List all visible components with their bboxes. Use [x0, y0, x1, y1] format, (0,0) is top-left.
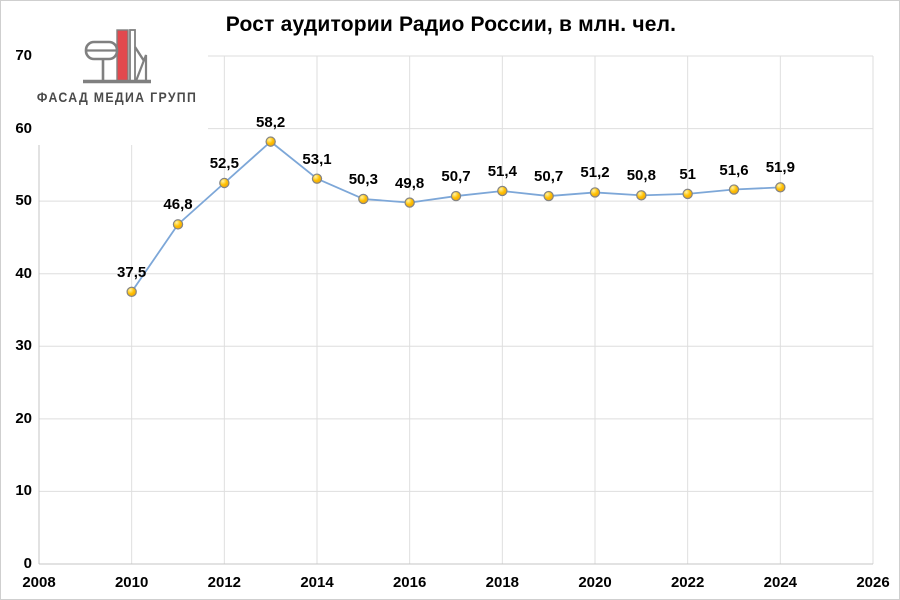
y-tick-label: 10: [15, 482, 32, 500]
x-tick-label: 2020: [578, 574, 612, 591]
data-point-2024: [775, 182, 786, 193]
data-point-2017: [450, 190, 462, 202]
data-point-2020: [589, 187, 601, 198]
data-label-2015: 50,3: [348, 170, 378, 188]
data-label-2012: 52,5: [209, 155, 239, 172]
y-tick-label: 0: [23, 555, 32, 572]
data-point-2019: [543, 190, 554, 202]
logo: ФАСАД МЕДИА ГРУПП: [26, 5, 208, 145]
data-label-2011: 46,8: [163, 196, 193, 214]
data-label-2020: 51,2: [580, 164, 610, 182]
x-tick-label: 2012: [207, 574, 242, 591]
y-tick-label: 60: [15, 119, 32, 137]
data-point-2010: [126, 286, 137, 298]
data-label-2016: 49,8: [395, 174, 425, 192]
data-point-2014: [311, 173, 323, 184]
logo-text: ФАСАД МЕДИА ГРУПП: [36, 89, 198, 105]
x-tick-label: 2008: [22, 574, 56, 591]
data-point-2016: [404, 197, 415, 208]
y-tick-label: 40: [15, 264, 32, 282]
x-tick-label: 2024: [763, 574, 798, 591]
data-label-2018: 51,4: [487, 162, 517, 180]
logo-mark-icon: [83, 29, 151, 84]
data-label-2019: 50,7: [534, 168, 564, 186]
data-label-2013: 58,2: [256, 113, 286, 131]
data-label-2024: 51,9: [765, 159, 795, 177]
data-label-2023: 51,6: [719, 161, 749, 179]
data-point-2013: [265, 136, 276, 147]
x-tick-label: 2026: [856, 574, 890, 591]
x-tick-label: 2010: [114, 574, 149, 591]
data-point-2021: [636, 190, 647, 201]
data-point-2011: [172, 219, 184, 230]
data-point-2022: [682, 188, 693, 200]
x-tick-label: 2014: [300, 574, 334, 591]
data-label-2021: 50,8: [626, 167, 656, 185]
data-label-2010: 37,5: [117, 263, 147, 281]
x-tick-label: 2022: [670, 574, 705, 591]
y-tick-label: 30: [15, 337, 32, 355]
data-point-2018: [497, 185, 508, 197]
data-label-2014: 53,1: [302, 150, 332, 168]
x-tick-label: 2016: [392, 574, 427, 591]
data-label-2022: 51: [679, 165, 696, 183]
y-tick-label: 70: [15, 47, 32, 64]
y-tick-label: 20: [15, 409, 32, 427]
x-tick-label: 2018: [485, 574, 520, 591]
data-point-2012: [219, 177, 230, 189]
chart-title: Рост аудитории Радио России, в млн. чел.: [225, 13, 677, 36]
data-point-2015: [358, 193, 369, 205]
data-label-2017: 50,7: [441, 168, 471, 186]
data-point-2023: [728, 184, 740, 195]
y-tick-label: 50: [15, 192, 32, 210]
